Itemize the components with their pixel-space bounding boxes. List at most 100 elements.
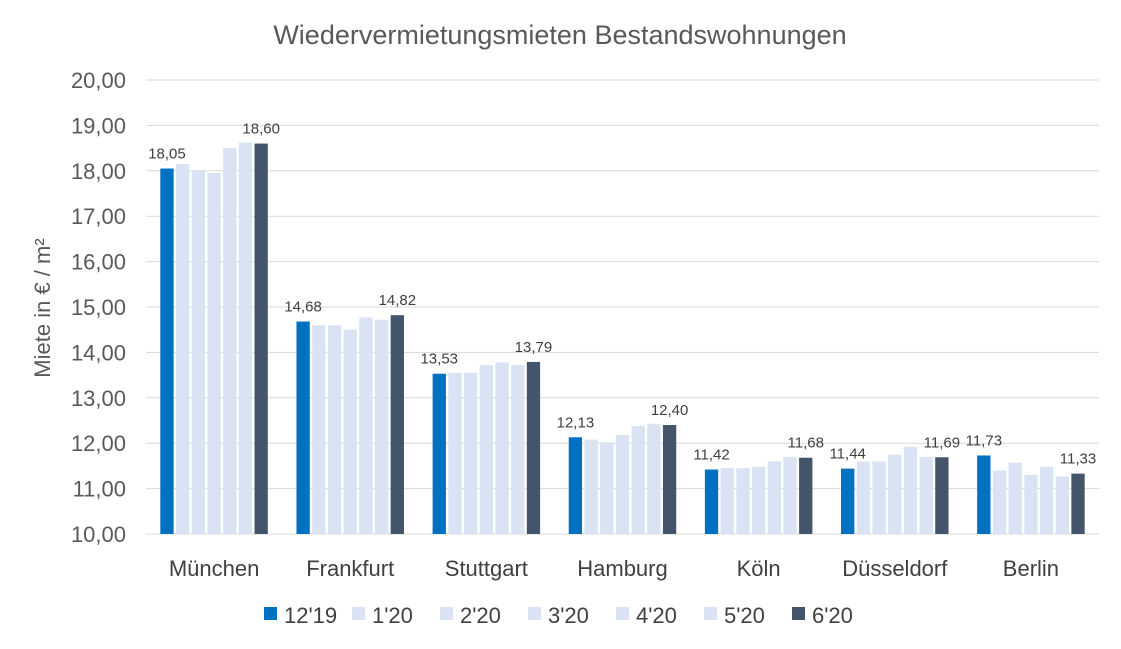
bar-3-3	[464, 372, 478, 534]
bar-2-3	[448, 372, 462, 534]
bar-4-2	[343, 329, 357, 534]
bar-5-6	[903, 446, 918, 534]
bar-4-6	[888, 454, 902, 534]
legend-label: 3'20	[548, 603, 589, 628]
y-axis-label: Miete in € / m²	[30, 238, 55, 377]
x-category-label: München	[169, 556, 260, 581]
bar-3-2	[327, 325, 342, 534]
bar-2-4	[584, 439, 598, 534]
data-label: 13,53	[420, 351, 458, 368]
legend-swatch	[440, 607, 453, 620]
legend-swatch	[792, 607, 805, 620]
x-category-label: Hamburg	[577, 556, 667, 581]
bar-7-5	[799, 457, 813, 534]
bar-4-1	[207, 173, 221, 534]
legend-label: 12'19	[284, 603, 337, 628]
bar-3-1	[191, 170, 206, 535]
bar-7-3	[526, 361, 541, 534]
x-category-label: Düsseldorf	[842, 556, 948, 581]
legend-label: 2'20	[460, 603, 501, 628]
x-category-label: Berlin	[1003, 556, 1059, 581]
bars	[160, 142, 1085, 535]
y-tick-label: 10,00	[71, 522, 126, 547]
bar-5-1	[223, 148, 237, 534]
data-label: 13,79	[515, 339, 553, 356]
bar-6-5	[783, 456, 797, 534]
data-label: 11,33	[1060, 451, 1096, 468]
legend-swatch	[264, 607, 277, 620]
bar-1-1	[160, 168, 174, 534]
legend-swatch	[616, 607, 629, 620]
legend-label: 4'20	[636, 603, 677, 628]
bar-6-6	[919, 456, 933, 534]
bar-6-2	[374, 319, 389, 534]
bar-7-4	[662, 425, 677, 534]
bar-6-4	[647, 423, 661, 534]
y-tick-label: 13,00	[71, 386, 126, 411]
bar-3-4	[600, 442, 614, 534]
data-label: 14,68	[284, 299, 322, 316]
bar-6-3	[511, 365, 525, 534]
bar-4-3	[479, 365, 494, 534]
data-label: 12,13	[557, 414, 595, 431]
data-label: 14,82	[379, 292, 417, 309]
bar-7-2	[390, 315, 404, 534]
y-tick-label: 17,00	[71, 204, 126, 229]
x-category-label: Köln	[737, 556, 781, 581]
bar-1-5	[704, 469, 719, 534]
bar-2-7	[992, 470, 1007, 534]
legend: 12'19 1'20 2'20 3'20 4'20 5'20 6'20	[264, 603, 853, 628]
bar-7-1	[254, 143, 268, 534]
bar-6-1	[238, 142, 253, 535]
legend-swatch	[704, 607, 717, 620]
y-tick-label: 11,00	[73, 477, 126, 502]
x-axis-categories: München Frankfurt Stuttgart Hamburg Köln Düss…	[169, 556, 1059, 581]
bar-1-7	[977, 455, 991, 534]
bar-1-6	[841, 468, 855, 534]
bar-5-7	[1039, 466, 1054, 534]
bar-1-2	[296, 321, 310, 534]
data-label: 11,68	[788, 435, 824, 452]
data-labels: 18,05 18,60 14,68 14,82 13,53 13,79 12,13 12,40…	[148, 121, 1096, 468]
data-label: 12,40	[651, 402, 689, 419]
bar-1-4	[568, 437, 583, 534]
data-label: 11,42	[693, 447, 729, 464]
bar-2-6	[856, 461, 871, 534]
bar-6-7	[1055, 476, 1069, 534]
y-tick-label: 14,00	[71, 340, 126, 365]
bar-5-3	[495, 362, 509, 534]
legend-swatch	[528, 607, 541, 620]
legend-label: 6'20	[812, 603, 853, 628]
bar-3-5	[736, 468, 750, 534]
chart-title: Wiedervermietungsmieten Bestandswohnunge…	[273, 20, 846, 50]
bar-5-4	[631, 425, 645, 534]
bar-4-5	[751, 466, 766, 534]
bar-5-2	[359, 317, 373, 534]
y-axis-ticks: 10,00 11,00 12,00 13,00 14,00 15,00 16,00 17,00…	[71, 68, 126, 547]
y-tick-label: 16,00	[71, 250, 126, 275]
bar-3-7	[1008, 462, 1022, 534]
data-label: 11,44	[829, 446, 865, 463]
y-tick-label: 20,00	[71, 68, 126, 93]
y-tick-label: 19,00	[71, 113, 126, 138]
data-label: 18,60	[242, 121, 280, 138]
bar-5-5	[767, 461, 781, 534]
bar-4-4	[615, 435, 630, 534]
bar-2-1	[176, 163, 190, 535]
data-label: 11,73	[966, 432, 1002, 449]
bar-7-6	[935, 457, 949, 534]
y-tick-label: 15,00	[71, 295, 126, 320]
bar-1-3	[432, 373, 446, 534]
bar-3-6	[872, 461, 886, 534]
legend-label: 1'20	[372, 603, 413, 628]
y-tick-label: 12,00	[71, 431, 126, 456]
bar-2-2	[312, 325, 326, 534]
bar-2-5	[720, 468, 734, 534]
bar-7-7	[1071, 473, 1085, 534]
data-label: 18,05	[148, 146, 186, 163]
legend-swatch	[352, 607, 365, 620]
legend-label: 5'20	[724, 603, 765, 628]
x-category-label: Stuttgart	[445, 556, 528, 581]
